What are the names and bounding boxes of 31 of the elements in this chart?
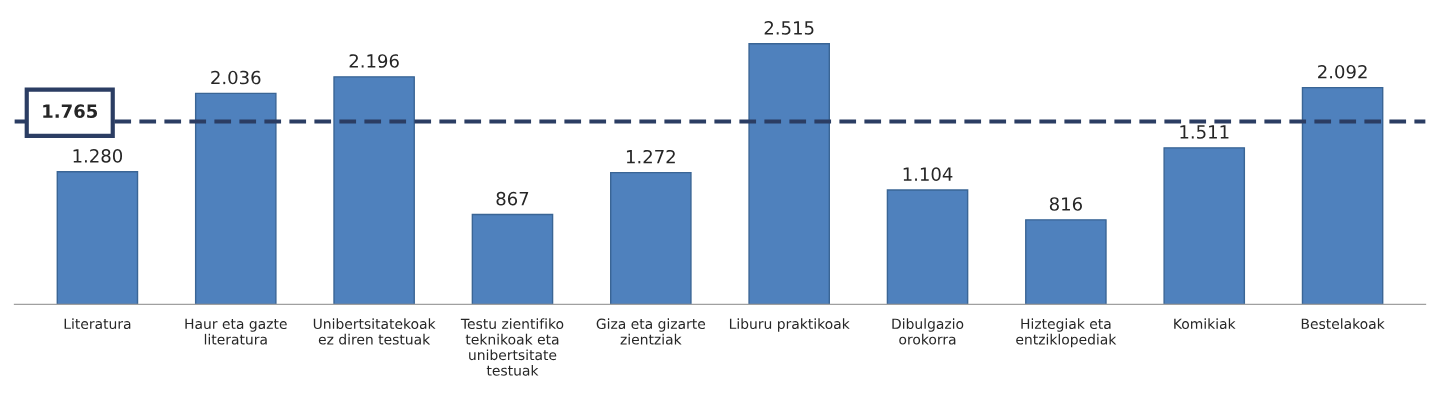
- ref-line-label: 1.765: [43, 104, 98, 119]
- data-label: 867: [496, 191, 529, 206]
- data-label: 816: [1049, 197, 1082, 211]
- bar: [333, 76, 415, 305]
- x-tick-label: Bestelakoak: [1301, 318, 1385, 330]
- data-label: 1.272: [626, 149, 675, 164]
- x-tick-label: Giza eta gizarte zientziak: [596, 318, 706, 345]
- data-label: 1.104: [903, 167, 953, 181]
- data-label: 2.196: [349, 54, 399, 68]
- x-tick-label: Komikiak: [1174, 318, 1236, 330]
- x-tick-label: Unibertsitatekoak ez diren testuak: [313, 318, 436, 345]
- bar: [194, 92, 277, 305]
- x-tick-label: Hiztegiak eta entziklopediak: [1016, 318, 1117, 348]
- data-label: 2.036: [211, 70, 261, 85]
- x-tick-label: Testu zientifiko teknikoak eta unibertsitate testuak: [460, 318, 564, 376]
- bar: [886, 189, 969, 305]
- bar: [748, 43, 830, 305]
- x-tick-label: Literatura: [64, 318, 131, 330]
- data-label: 2.515: [764, 21, 814, 35]
- x-tick-label: Haur eta gazte literatura: [185, 318, 287, 345]
- bar: [1301, 86, 1384, 305]
- x-tick-label: Dibulgazio orokorra: [892, 318, 964, 345]
- data-label: 1.280: [73, 149, 123, 163]
- bar: [1025, 219, 1107, 305]
- data-label: 1.511: [1180, 125, 1229, 139]
- data-label: 2.092: [1318, 64, 1367, 79]
- bar: [56, 171, 139, 305]
- x-tick-label: Liburu praktikoak: [729, 318, 850, 332]
- bar: [610, 171, 692, 305]
- bar: [471, 213, 554, 305]
- bar: [1163, 147, 1246, 305]
